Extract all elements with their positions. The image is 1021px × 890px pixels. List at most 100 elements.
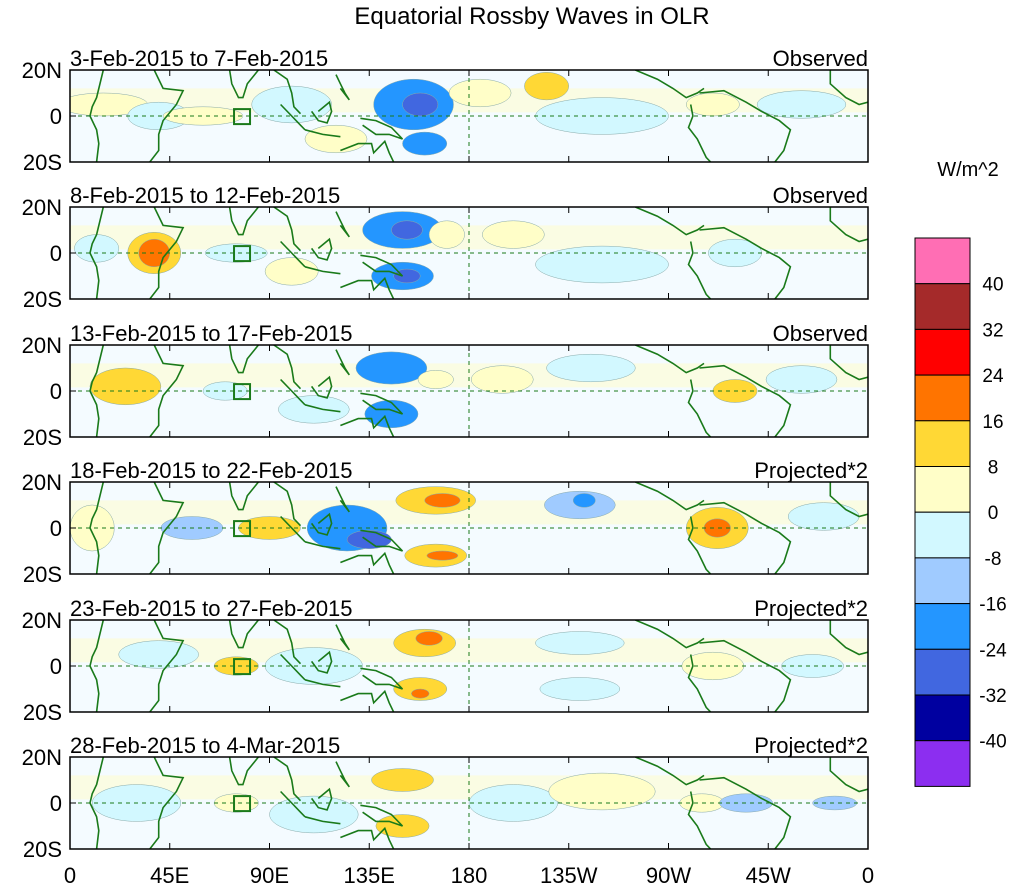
colorbar-level-label: 32	[982, 320, 1003, 341]
x-tick-label: 45E	[150, 863, 189, 888]
anomaly-cell	[539, 677, 620, 701]
coastline	[335, 624, 350, 651]
anomaly-cell	[278, 395, 350, 424]
coastline	[304, 266, 341, 275]
coastline	[228, 70, 260, 99]
coastline	[280, 653, 306, 681]
anomaly-cell	[787, 502, 860, 531]
coastline	[634, 620, 705, 649]
panel: 3-Feb-2015 to 7-Feb-2015 Observed 20N 0 20S	[22, 46, 869, 175]
anomaly-cell	[548, 772, 656, 811]
coastline	[310, 237, 333, 261]
anomaly-field	[70, 628, 868, 701]
coastline	[149, 345, 185, 437]
panel-period: 8-Feb-2015 to 12-Feb-2015	[70, 183, 340, 208]
coastline	[699, 776, 792, 849]
panel-label: Projected*2	[754, 458, 868, 483]
coastline	[310, 100, 333, 124]
anomaly-cell	[355, 351, 428, 385]
coastline	[149, 70, 185, 162]
chart-title: Equatorial Rossby Waves in OLR	[354, 3, 709, 30]
y-tick-label: 20N	[22, 608, 62, 633]
coastline	[149, 620, 185, 712]
coastline	[273, 620, 302, 665]
coastline-group	[89, 207, 868, 299]
anomaly-cell	[482, 220, 545, 249]
coastline	[228, 345, 260, 374]
coastline	[228, 482, 260, 511]
coastline	[149, 757, 185, 849]
coastline	[634, 70, 705, 99]
anomaly-cell	[415, 631, 443, 646]
y-tick-label: 20N	[22, 195, 62, 220]
colorbar-level-label: -8	[985, 549, 1002, 570]
anomaly-field	[70, 351, 868, 429]
anomaly-field	[70, 211, 868, 291]
coastline	[335, 486, 350, 513]
colorbar-swatch	[914, 557, 971, 605]
x-tick-label: 135W	[540, 863, 598, 888]
x-tick-label: 90E	[250, 863, 289, 888]
anomaly-cell	[417, 370, 454, 389]
reference-box	[233, 108, 252, 126]
coastline	[280, 103, 306, 131]
coastline	[280, 240, 306, 268]
coastline	[335, 74, 350, 101]
panel-label: Observed	[773, 46, 868, 71]
coastline	[304, 129, 341, 138]
coastline	[304, 541, 341, 550]
panel: 28-Feb-2015 to 4-Mar-2015 Projected*2 20N 0…	[22, 733, 869, 862]
reference-box	[233, 383, 252, 401]
x-axis: 0 45E 90E 135E 180 135W 90W 45W 0	[64, 863, 874, 888]
coastline	[340, 826, 395, 849]
coastline	[687, 379, 712, 437]
coastline	[310, 650, 333, 674]
y-tick-label: 20S	[23, 287, 62, 312]
y-tick-label: 20S	[23, 425, 62, 450]
coastline	[829, 757, 868, 793]
colorbar-level-label: -32	[979, 686, 1006, 707]
anomaly-cell	[572, 493, 596, 508]
coastline	[340, 551, 395, 574]
coastline	[360, 254, 404, 277]
coastline	[228, 620, 260, 649]
coastline	[829, 345, 868, 381]
anomaly-cell	[535, 245, 669, 284]
coastline	[304, 679, 341, 688]
panel-label: Observed	[773, 183, 868, 208]
coastline	[310, 787, 333, 811]
y-tick-label: 20N	[22, 745, 62, 770]
colorbar-level-label: 16	[982, 412, 1003, 433]
coastline	[304, 404, 341, 413]
panel-label: Projected*2	[754, 596, 868, 621]
coastline	[829, 482, 868, 518]
y-tick-label: 20S	[23, 562, 62, 587]
coastline	[360, 804, 404, 827]
panel: 18-Feb-2015 to 22-Feb-2015 Projected*2 20N…	[22, 458, 869, 587]
coastline	[273, 482, 302, 527]
y-tick-label: 0	[50, 516, 62, 541]
anomaly-field	[70, 72, 868, 156]
coastline	[634, 757, 705, 786]
panel-period: 28-Feb-2015 to 4-Mar-2015	[70, 733, 340, 758]
coastline	[634, 207, 705, 236]
coastline	[280, 790, 306, 818]
colorbar-swatch	[914, 237, 971, 285]
anomaly-cell	[74, 234, 120, 263]
coastline-group	[89, 757, 868, 849]
panel-label: Projected*2	[754, 733, 868, 758]
anomaly-cell	[812, 795, 858, 811]
colorbar-level-label: 0	[988, 503, 999, 524]
coastline	[699, 89, 792, 162]
coastline	[280, 378, 306, 406]
coastline	[340, 139, 395, 162]
y-tick-label: 20N	[22, 333, 62, 358]
coastline	[360, 117, 404, 140]
y-tick-label: 0	[50, 654, 62, 679]
panel-period: 23-Feb-2015 to 27-Feb-2015	[70, 596, 353, 621]
anomaly-cell	[470, 365, 534, 394]
y-tick-label: 20N	[22, 470, 62, 495]
anomaly-cell	[546, 353, 636, 383]
reference-box	[233, 658, 252, 676]
